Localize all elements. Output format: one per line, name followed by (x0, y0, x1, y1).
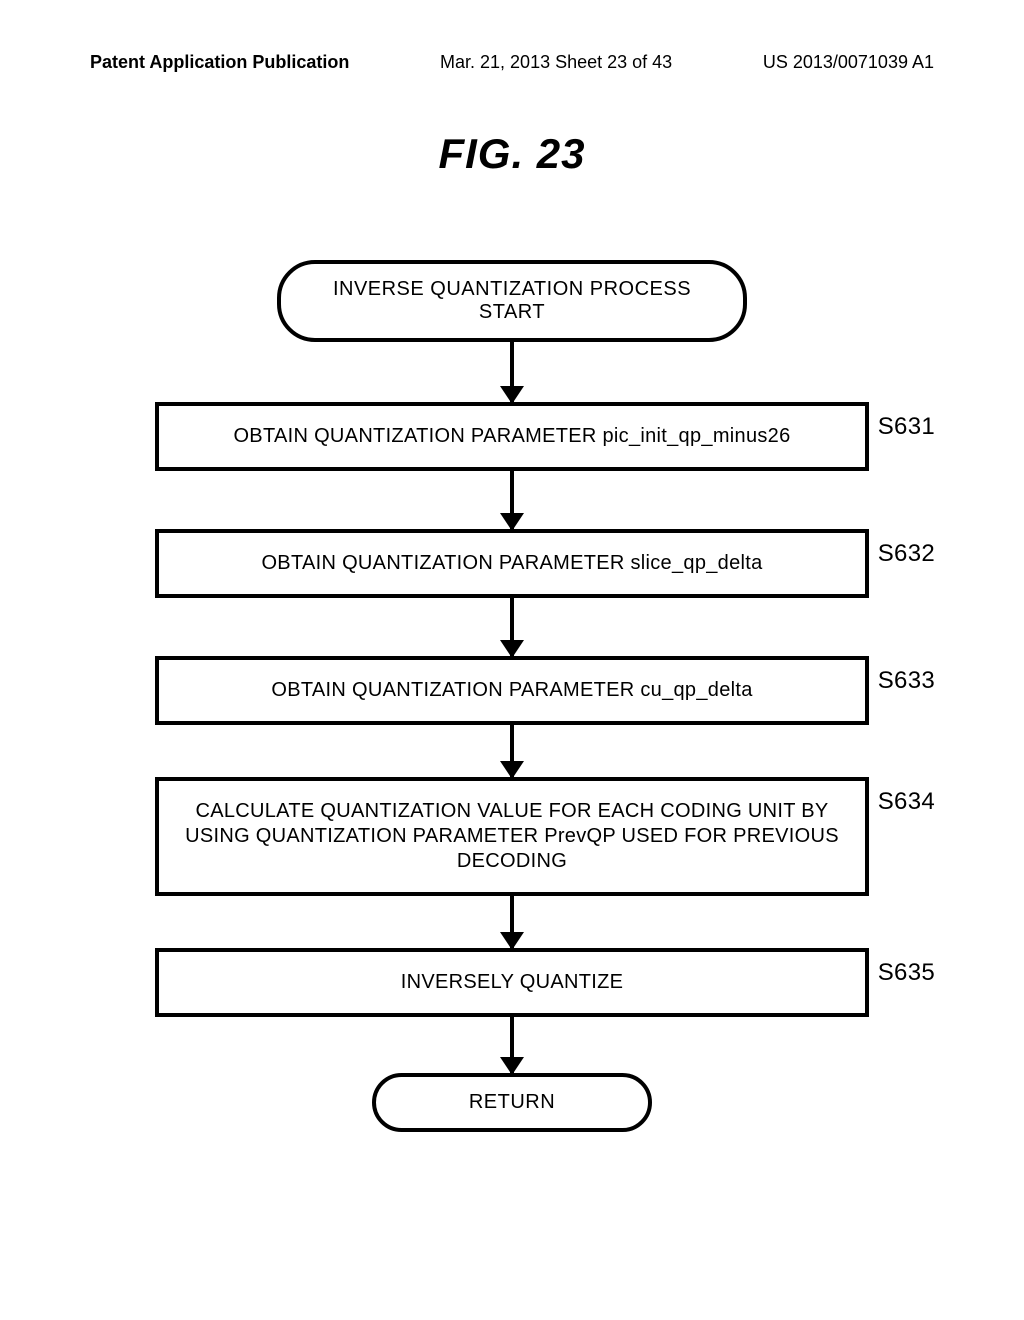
step-label: S631 (878, 412, 935, 442)
step-label: S634 (878, 787, 935, 817)
start-label: INVERSE QUANTIZATION PROCESS START (333, 278, 691, 323)
flowchart-end: RETURN (372, 1073, 652, 1132)
flow-connector (510, 598, 514, 656)
step-text: CALCULATE QUANTIZATION VALUE FOR EACH CO… (185, 800, 839, 872)
flowchart-step-s631: S631 OBTAIN QUANTIZATION PARAMETER pic_i… (155, 402, 869, 471)
flow-connector (510, 896, 514, 948)
flowchart-start: INVERSE QUANTIZATION PROCESS START (277, 260, 747, 342)
header-date-sheet: Mar. 21, 2013 Sheet 23 of 43 (440, 52, 672, 73)
end-label: RETURN (469, 1091, 555, 1113)
flow-connector (510, 342, 514, 402)
header-publication: Patent Application Publication (90, 52, 349, 73)
arrowhead-icon (500, 1057, 524, 1075)
flow-connector (510, 725, 514, 777)
step-label: S635 (878, 958, 935, 988)
flowchart-step-s632: S632 OBTAIN QUANTIZATION PARAMETER slice… (155, 529, 869, 598)
figure-title: FIG. 23 (0, 130, 1024, 178)
step-text: INVERSELY QUANTIZE (401, 971, 624, 993)
patent-header: Patent Application Publication Mar. 21, … (0, 52, 1024, 73)
step-text: OBTAIN QUANTIZATION PARAMETER pic_init_q… (233, 425, 790, 447)
step-label: S633 (878, 666, 935, 696)
flowchart-step-s633: S633 OBTAIN QUANTIZATION PARAMETER cu_qp… (155, 656, 869, 725)
flowchart-container: INVERSE QUANTIZATION PROCESS START S631 … (155, 260, 869, 1132)
step-text: OBTAIN QUANTIZATION PARAMETER cu_qp_delt… (271, 679, 752, 701)
step-label: S632 (878, 539, 935, 569)
flowchart-step-s635: S635 INVERSELY QUANTIZE (155, 948, 869, 1017)
header-patent-number: US 2013/0071039 A1 (763, 52, 934, 73)
flow-connector (510, 1017, 514, 1073)
step-text: OBTAIN QUANTIZATION PARAMETER slice_qp_d… (261, 552, 762, 574)
flowchart-step-s634: S634 CALCULATE QUANTIZATION VALUE FOR EA… (155, 777, 869, 896)
flow-connector (510, 471, 514, 529)
